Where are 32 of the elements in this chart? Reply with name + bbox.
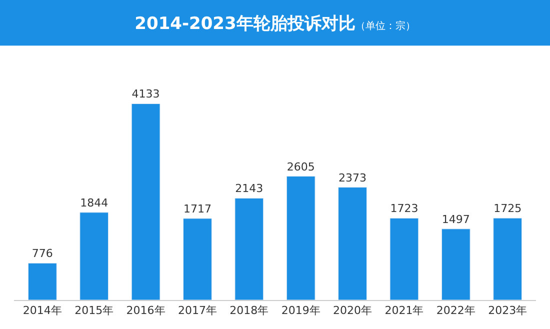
bar <box>338 187 367 300</box>
x-tick-label: 2014年 <box>22 304 62 318</box>
x-tick-label: 2015年 <box>74 304 114 318</box>
chart-title: 2014-2023年轮胎投诉对比 <box>134 14 356 34</box>
bar <box>131 103 160 300</box>
bar <box>441 228 470 300</box>
data-label: 776 <box>32 247 53 260</box>
x-tick-label: 2023年 <box>488 304 528 318</box>
bar <box>183 218 212 300</box>
x-tick-label: 2017年 <box>178 304 217 318</box>
data-label: 2373 <box>338 171 367 184</box>
bar <box>80 212 109 300</box>
bar <box>390 218 419 300</box>
data-label: 1844 <box>80 196 108 210</box>
x-tick-label: 2019年 <box>281 304 320 318</box>
data-label: 1717 <box>183 202 212 216</box>
chart-subtitle: （单位：宗） <box>355 20 416 32</box>
x-tick-label: 2022年 <box>436 304 476 318</box>
bar <box>234 198 264 300</box>
data-label: 1725 <box>494 202 522 216</box>
x-tick-label: 2018年 <box>230 304 269 318</box>
x-tick-label: 2016年 <box>126 304 166 318</box>
x-tick-label: 2021年 <box>384 304 424 318</box>
data-label: 4133 <box>132 88 160 101</box>
data-label: 2143 <box>235 182 264 196</box>
bar <box>493 218 522 300</box>
data-label: 1497 <box>442 212 470 226</box>
x-tick-label: 2020年 <box>333 304 372 318</box>
data-label: 1723 <box>390 202 418 216</box>
bar <box>28 262 57 300</box>
data-label: 2605 <box>286 160 315 174</box>
bar <box>286 176 316 300</box>
